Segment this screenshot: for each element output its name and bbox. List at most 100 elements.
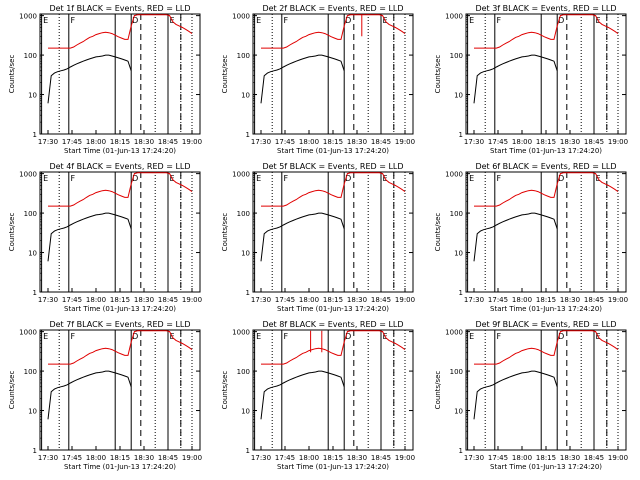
panel-frame xyxy=(465,329,627,451)
x-tick-label: 18:00 xyxy=(86,454,106,462)
x-tick-label: 19:00 xyxy=(395,138,415,146)
marker-label: D xyxy=(345,332,351,341)
panel-frame xyxy=(39,329,201,451)
y-tick-label: 100 xyxy=(450,210,463,218)
panel-frame xyxy=(252,171,414,293)
y-axis-label: Counts/sec xyxy=(221,55,229,94)
marker-label: D xyxy=(132,16,138,25)
panel-frame xyxy=(252,329,414,451)
y-tick-label: 100 xyxy=(237,210,250,218)
x-tick-label: 19:00 xyxy=(395,296,415,304)
x-tick-label: 17:30 xyxy=(38,296,58,304)
x-tick-label: 18:00 xyxy=(512,296,532,304)
series-line-events xyxy=(47,370,132,420)
panel-title: Det 7f BLACK = Events, RED = LLD xyxy=(49,320,190,329)
x-tick-label: 17:45 xyxy=(275,296,295,304)
series-line-events xyxy=(260,54,345,104)
x-tick-label: 18:30 xyxy=(134,296,154,304)
x-tick-label: 17:30 xyxy=(464,296,484,304)
panel-title: Det 2f BLACK = Events, RED = LLD xyxy=(262,4,403,13)
y-tick-label: 1 xyxy=(33,289,37,297)
x-tick-label: 18:00 xyxy=(512,454,532,462)
series-line-events xyxy=(473,212,558,262)
x-tick-label: 18:45 xyxy=(158,138,178,146)
x-tick-label: 19:00 xyxy=(182,454,202,462)
x-tick-label: 17:30 xyxy=(38,454,58,462)
x-tick-label: 18:00 xyxy=(299,296,319,304)
series-line-events xyxy=(47,54,132,104)
y-tick-label: 1000 xyxy=(19,13,37,21)
x-tick-label: 19:00 xyxy=(608,138,628,146)
x-tick-label: 18:45 xyxy=(371,138,391,146)
panel-title: Det 4f BLACK = Events, RED = LLD xyxy=(49,162,190,171)
y-tick-label: 1000 xyxy=(19,329,37,337)
y-tick-label: 1000 xyxy=(445,13,463,21)
marker-label: E xyxy=(43,174,48,183)
marker-label: E xyxy=(256,332,261,341)
x-tick-label: 17:45 xyxy=(275,454,295,462)
y-tick-label: 1000 xyxy=(232,13,250,21)
y-axis-label: Counts/sec xyxy=(221,213,229,252)
x-tick-label: 17:45 xyxy=(275,138,295,146)
y-axis-label: Counts/sec xyxy=(434,55,442,94)
x-tick-label: 17:30 xyxy=(251,138,271,146)
x-axis-label: Start Time (01-Jun-13 17:24:20) xyxy=(277,147,389,155)
y-tick-label: 1000 xyxy=(232,171,250,179)
x-tick-label: 18:30 xyxy=(560,454,580,462)
series-line-lld xyxy=(261,14,406,49)
panel-frame xyxy=(252,13,414,135)
marker-label: E xyxy=(256,174,261,183)
y-tick-label: 1 xyxy=(459,131,463,139)
marker-label: F xyxy=(283,332,288,341)
marker-label: F xyxy=(283,174,288,183)
y-tick-label: 1 xyxy=(246,131,250,139)
y-tick-label: 1 xyxy=(246,447,250,455)
marker-label: D xyxy=(132,332,138,341)
series-line-events xyxy=(47,212,132,262)
y-axis-label: Counts/sec xyxy=(8,371,16,410)
y-axis-label: Counts/sec xyxy=(221,371,229,410)
series-line-lld xyxy=(474,330,619,365)
x-tick-label: 18:00 xyxy=(86,296,106,304)
y-axis-label: Counts/sec xyxy=(8,213,16,252)
series-line-lld xyxy=(261,172,406,207)
y-tick-label: 1 xyxy=(246,289,250,297)
series-line-events xyxy=(260,212,345,262)
x-tick-label: 18:45 xyxy=(584,138,604,146)
x-tick-label: 18:45 xyxy=(158,296,178,304)
x-tick-label: 18:15 xyxy=(536,454,556,462)
marker-label: D xyxy=(558,174,564,183)
x-tick-label: 19:00 xyxy=(182,138,202,146)
x-axis-label: Start Time (01-Jun-13 17:24:20) xyxy=(277,463,389,471)
panel-frame xyxy=(465,13,627,135)
x-tick-label: 18:30 xyxy=(347,296,367,304)
series-line-events xyxy=(260,370,345,420)
marker-label: E xyxy=(256,16,261,25)
panel-frame xyxy=(465,171,627,293)
marker-label: E xyxy=(469,174,474,183)
marker-label: F xyxy=(496,16,501,25)
marker-label: D xyxy=(558,332,564,341)
y-tick-label: 1000 xyxy=(445,329,463,337)
y-tick-label: 10 xyxy=(28,92,37,100)
x-tick-label: 18:30 xyxy=(134,454,154,462)
y-tick-label: 1 xyxy=(33,447,37,455)
y-tick-label: 10 xyxy=(28,250,37,258)
series-line-lld xyxy=(261,330,406,365)
x-axis-label: Start Time (01-Jun-13 17:24:20) xyxy=(277,305,389,313)
panel-title: Det 3f BLACK = Events, RED = LLD xyxy=(475,4,616,13)
x-tick-label: 19:00 xyxy=(182,296,202,304)
marker-label: D xyxy=(558,16,564,25)
panel-frame xyxy=(39,171,201,293)
x-tick-label: 17:30 xyxy=(251,454,271,462)
y-tick-label: 10 xyxy=(454,92,463,100)
x-tick-label: 17:30 xyxy=(251,296,271,304)
panel-frame xyxy=(39,13,201,135)
x-tick-label: 18:00 xyxy=(86,138,106,146)
y-tick-label: 100 xyxy=(450,52,463,60)
panel-title: Det 9f BLACK = Events, RED = LLD xyxy=(475,320,616,329)
x-axis-label: Start Time (01-Jun-13 17:24:20) xyxy=(490,463,602,471)
panel-title: Det 1f BLACK = Events, RED = LLD xyxy=(49,4,190,13)
x-axis-label: Start Time (01-Jun-13 17:24:20) xyxy=(64,305,176,313)
